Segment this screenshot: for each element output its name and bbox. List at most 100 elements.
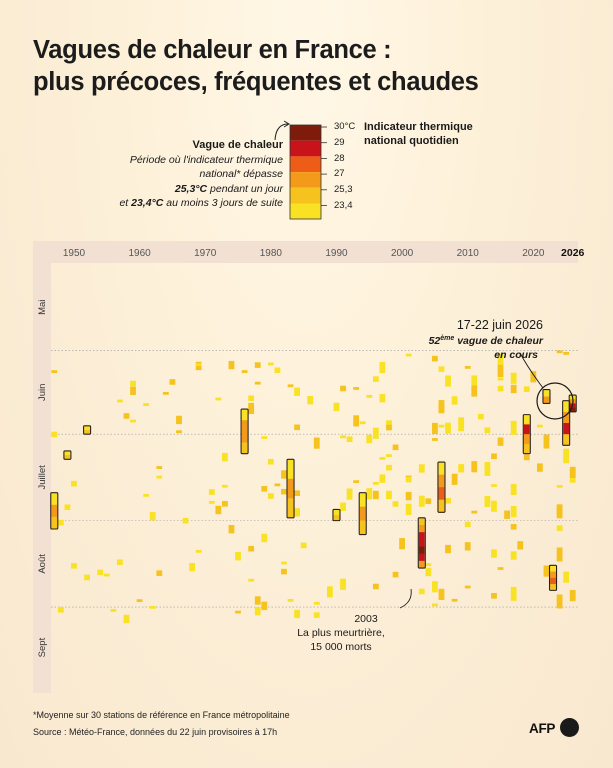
heatwave-cell xyxy=(418,553,425,562)
heatwave-outline xyxy=(358,492,367,536)
hot-day-cell xyxy=(425,498,432,504)
hot-day-cell xyxy=(287,598,294,602)
year-tick-label: 1980 xyxy=(260,248,283,259)
hot-day-cell xyxy=(405,476,412,483)
current-annotation-line-3: en cours xyxy=(494,349,538,361)
afp-logo: AFP xyxy=(529,721,556,736)
annotation-superscript: ème xyxy=(440,335,454,342)
year-tick-label: 1950 xyxy=(63,248,86,259)
afp-logo-dot-icon xyxy=(560,718,579,737)
hot-day-cell xyxy=(438,408,445,412)
hot-day-cell xyxy=(359,421,366,425)
heatwave-cell xyxy=(287,478,294,499)
hot-day-cell xyxy=(143,493,150,497)
hot-day-cell xyxy=(366,434,373,444)
hot-day-cell xyxy=(208,489,215,495)
legend-swatch xyxy=(290,156,321,173)
hot-day-cell xyxy=(451,473,458,485)
heatwave-cell xyxy=(287,459,294,480)
hot-day-cell xyxy=(556,350,563,354)
hot-day-cell xyxy=(563,351,570,355)
hot-day-cell xyxy=(497,353,504,365)
hot-day-cell xyxy=(261,601,268,611)
hot-day-cell xyxy=(228,360,235,370)
hot-day-cell xyxy=(504,510,510,519)
hot-day-cell xyxy=(432,603,438,607)
hot-day-cell xyxy=(445,544,451,554)
scale-label-253: 25,3 xyxy=(334,184,353,195)
hot-day-cell xyxy=(510,505,517,518)
scale-label-29: 29 xyxy=(334,137,345,148)
hot-day-cell xyxy=(130,380,136,387)
hot-day-cell xyxy=(156,570,163,576)
hot-day-cell xyxy=(451,598,458,602)
hot-day-cell xyxy=(176,430,182,434)
hot-day-cell xyxy=(530,371,537,383)
heatwave-cell xyxy=(241,431,248,443)
hot-day-cell xyxy=(51,370,58,373)
hot-day-cell xyxy=(517,541,524,550)
hot-day-cell xyxy=(510,551,517,560)
hot-day-cell xyxy=(379,456,386,460)
hot-day-cell xyxy=(307,396,314,405)
hot-day-cell xyxy=(267,362,274,366)
hot-day-cell xyxy=(491,593,497,599)
heatwave-outline xyxy=(542,388,551,405)
hot-day-cell xyxy=(346,436,353,443)
hot-day-cell xyxy=(386,420,392,426)
hot-day-cell xyxy=(123,614,130,624)
heatwave-cell xyxy=(543,389,550,397)
hot-day-cell xyxy=(386,490,392,500)
scale-label-27: 27 xyxy=(334,168,345,179)
hot-day-cell xyxy=(523,454,530,461)
hot-day-cell xyxy=(71,563,77,569)
hot-day-cell xyxy=(484,495,491,508)
hot-day-cell xyxy=(491,549,497,558)
hot-day-cell xyxy=(366,488,373,500)
hot-day-cell xyxy=(432,422,438,435)
hot-day-cell xyxy=(392,571,399,578)
year-tick-label: 2020 xyxy=(522,248,545,259)
hot-day-cell xyxy=(287,384,294,388)
heatwave-cell xyxy=(241,409,248,421)
heatwave-cell xyxy=(438,487,445,501)
hot-day-cell xyxy=(484,427,491,434)
hot-day-cell xyxy=(366,394,373,398)
definition-line-4: 25,3°C pendant un jour xyxy=(43,182,283,197)
heatwave-cell xyxy=(418,532,425,540)
hot-day-cell xyxy=(281,561,287,565)
heatwave-outline xyxy=(417,517,426,569)
heatwave-outline xyxy=(562,400,571,446)
heatwave-cell xyxy=(563,434,570,446)
hot-day-cell xyxy=(392,501,399,507)
hot-day-cell xyxy=(543,434,550,449)
hot-day-cell xyxy=(445,498,451,504)
heatwave-outline xyxy=(522,414,531,455)
heatwave-cell xyxy=(51,504,58,518)
hot-day-cell xyxy=(267,458,274,465)
current-annotation-line-2: 52ème vague de chaleur xyxy=(429,335,544,347)
heatwave-outline xyxy=(568,394,577,413)
heatwave-outline xyxy=(50,492,59,530)
footnote: *Moyenne sur 30 stations de référence en… xyxy=(33,710,290,720)
indicator-title: Indicateur thermique national quotidien xyxy=(364,121,514,148)
heatwave-outline xyxy=(286,458,295,519)
hot-day-cell xyxy=(556,504,563,519)
hot-day-cell xyxy=(340,502,346,511)
hot-day-cell xyxy=(432,355,438,362)
heatwave-cell xyxy=(418,560,425,569)
hot-day-cell xyxy=(110,608,117,612)
hot-day-cell xyxy=(254,381,261,385)
hot-day-cell xyxy=(386,424,392,431)
hot-day-cell xyxy=(57,606,64,613)
hot-day-cell xyxy=(523,386,530,392)
hot-day-cell xyxy=(222,452,228,462)
hot-day-cell xyxy=(182,517,189,524)
hot-day-cell xyxy=(254,596,261,605)
heatwave-cell xyxy=(84,429,90,435)
hot-day-cell xyxy=(497,363,504,378)
heatwave-cell xyxy=(287,498,294,519)
hot-day-cell xyxy=(392,444,399,451)
month-label: Mai xyxy=(37,300,48,315)
hot-day-cell xyxy=(405,353,412,357)
